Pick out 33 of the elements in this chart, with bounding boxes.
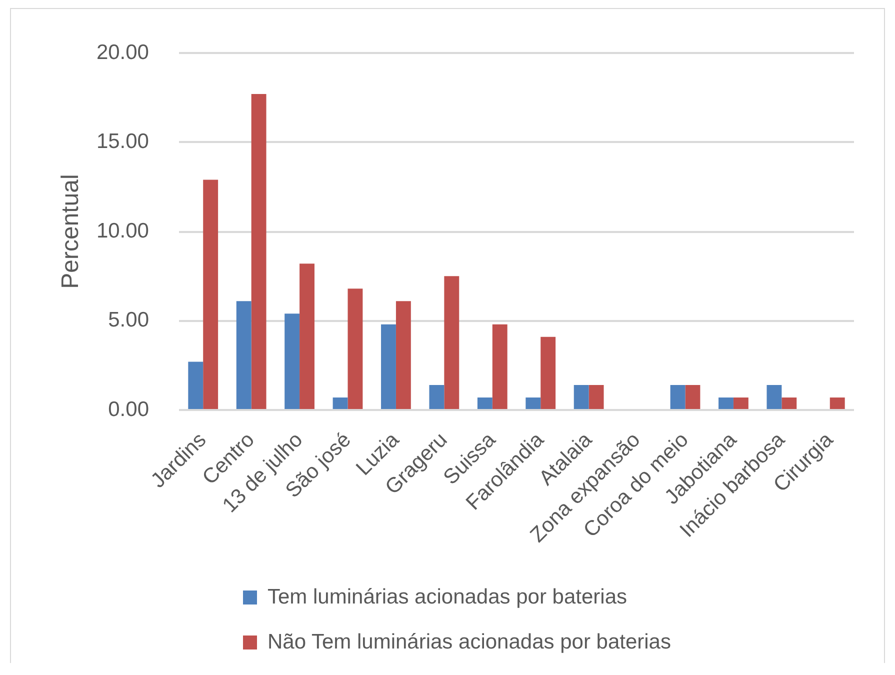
bar [477,398,492,409]
bar [251,94,266,409]
y-axis-title: Percentual [57,174,84,289]
bar [300,264,314,409]
bar [526,398,541,409]
bar [381,324,396,409]
bar [830,398,845,409]
bar [429,385,444,409]
bar [284,314,300,409]
bar [766,385,782,409]
bar [733,398,748,409]
bar [348,288,363,409]
bar [203,180,218,409]
bar [670,385,686,409]
y-tick-label: 15.00 [96,130,149,154]
bar [574,385,589,409]
legend-label: Tem luminárias acionadas por baterias [268,585,628,608]
y-tick-label: 0.00 [108,398,149,421]
y-tick-label: 20.00 [96,40,149,64]
y-tick-label: 10.00 [96,219,149,242]
bar [718,398,734,409]
bar [540,336,556,409]
bar [236,301,252,409]
legend-label: Não Tem luminárias acionadas por baterias [268,630,671,654]
y-tick-label: 5.00 [108,308,149,332]
bar [588,385,604,409]
bar [685,385,700,409]
bar [782,398,797,409]
bar [492,324,508,409]
bar [444,276,460,409]
bar [332,398,348,409]
bar [396,301,411,409]
bar [188,362,204,409]
